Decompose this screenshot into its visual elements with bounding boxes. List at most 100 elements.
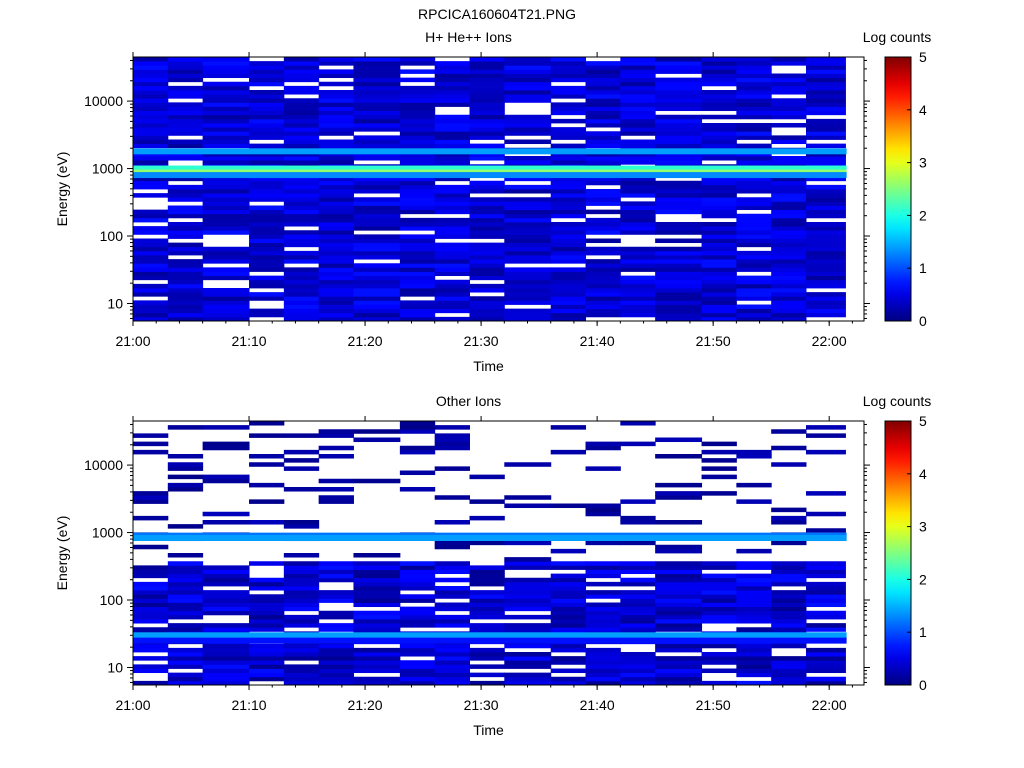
spectrogram-cell (550, 316, 587, 321)
spectrogram-cell (469, 106, 505, 112)
spectrogram-cell (805, 77, 846, 83)
spectrogram-cell (736, 598, 772, 603)
spectrogram-cell (353, 234, 401, 239)
spectrogram-cell (167, 189, 204, 194)
spectrogram-cell (283, 123, 320, 128)
spectrogram-cell (353, 156, 401, 161)
spectrogram-cell (550, 623, 587, 628)
spectrogram-cell (805, 201, 846, 206)
spectrogram-cell (353, 118, 401, 124)
spectrogram-cell (771, 577, 807, 583)
spectrogram-cell (550, 209, 587, 215)
spectrogram-cell (202, 73, 250, 79)
spectrogram-cell (434, 672, 470, 678)
spectrogram-cell (202, 288, 250, 293)
colorbar (884, 56, 912, 322)
spectrogram-cell (805, 292, 846, 297)
x-tick-label: 21:10 (232, 333, 267, 349)
spectrogram-cell (805, 304, 846, 310)
spectrogram-cell (399, 135, 436, 140)
spectrogram-cell (399, 652, 436, 657)
x-axis-label: Time (473, 358, 504, 374)
spectrogram-cell (701, 586, 737, 591)
spectrogram-cell (701, 614, 737, 620)
spectrogram-cell (655, 598, 703, 603)
spectrogram-cell (736, 561, 772, 566)
spectrogram-cell (434, 226, 470, 231)
spectrogram-cell (655, 647, 703, 653)
spectrogram-cell (701, 619, 737, 624)
spectrogram-cell (318, 230, 354, 235)
colorbar-tick-label: 0 (919, 313, 927, 329)
spectrogram-cell (167, 279, 204, 285)
spectrogram-cell (249, 668, 285, 674)
spectrogram-cell (202, 250, 250, 256)
spectrogram-cell (736, 222, 772, 227)
spectrogram-cell (550, 61, 587, 66)
spectrogram-cell (550, 250, 587, 256)
spectrogram-cell (399, 94, 436, 99)
spectrogram-cell (805, 279, 846, 285)
spectrogram-cell (504, 94, 552, 99)
spectrogram-cell (550, 69, 587, 74)
spectrogram-cell (771, 176, 807, 182)
spectrogram-cell (469, 205, 505, 211)
spectrogram-cell (283, 193, 320, 198)
spectrogram-cell (353, 553, 401, 558)
spectrogram-cell (504, 156, 552, 161)
spectrogram-cell (318, 283, 354, 289)
x-tick-label: 22:00 (812, 333, 847, 349)
spectrogram-cell (655, 668, 703, 674)
spectrogram-cell (736, 106, 772, 112)
spectrogram-cell (620, 90, 656, 95)
spectrogram-cell (167, 614, 204, 620)
spectrogram-cell (318, 594, 354, 599)
spectrogram-cell (469, 255, 505, 260)
spectrogram-cell (805, 586, 846, 591)
spectrogram-cell (620, 143, 656, 149)
spectrogram-cell (771, 565, 807, 570)
spectrogram-cell (771, 623, 807, 628)
x-tick-label: 21:00 (115, 697, 150, 713)
spectrogram-cell (249, 623, 285, 628)
spectrogram-cell (353, 267, 401, 272)
spectrogram-cell (701, 242, 737, 248)
spectrogram-cell (701, 156, 737, 161)
spectrogram-cell (585, 209, 621, 215)
spectrogram-cell (167, 242, 204, 248)
spectrogram-cell (353, 197, 401, 202)
spectrogram-cell (434, 135, 470, 140)
spectrogram-cell (434, 209, 470, 215)
spectrogram-cell (550, 561, 587, 566)
spectrogram-cell (585, 131, 621, 136)
spectrogram-cell (202, 127, 250, 132)
spectrogram-cell (283, 160, 320, 165)
spectrogram-cell (620, 110, 656, 116)
spectrogram-cell (318, 94, 354, 99)
spectrogram-cell (249, 230, 285, 235)
spectrogram-cell (353, 246, 401, 252)
spectrogram-cell (805, 598, 846, 603)
spectrogram-cell (504, 209, 552, 215)
spectrogram-cell (283, 197, 320, 202)
spectrogram-cell (399, 127, 436, 132)
spectrogram-cell (202, 180, 250, 186)
spectrogram-cell (167, 275, 204, 281)
spectrogram-cell (771, 98, 807, 103)
spectrogram-cell (202, 131, 250, 136)
spectrogram-cell (133, 304, 169, 310)
spectrogram-cell (434, 118, 470, 124)
spectrogram-cell (504, 652, 552, 657)
spectrogram-cell (771, 217, 807, 223)
spectrogram-cell (202, 445, 250, 451)
spectrogram-cell (805, 647, 846, 653)
colorbar-tick-label: 5 (919, 49, 927, 65)
spectrogram-cell (620, 288, 656, 293)
spectrogram-cell (550, 577, 587, 583)
spectrogram-cell (167, 85, 204, 91)
spectrogram-cell (620, 222, 656, 227)
spectrogram-cell (202, 660, 250, 665)
spectrogram-cell (504, 77, 552, 83)
spectrogram-cell (318, 495, 354, 500)
spectrogram-cell (318, 433, 354, 438)
